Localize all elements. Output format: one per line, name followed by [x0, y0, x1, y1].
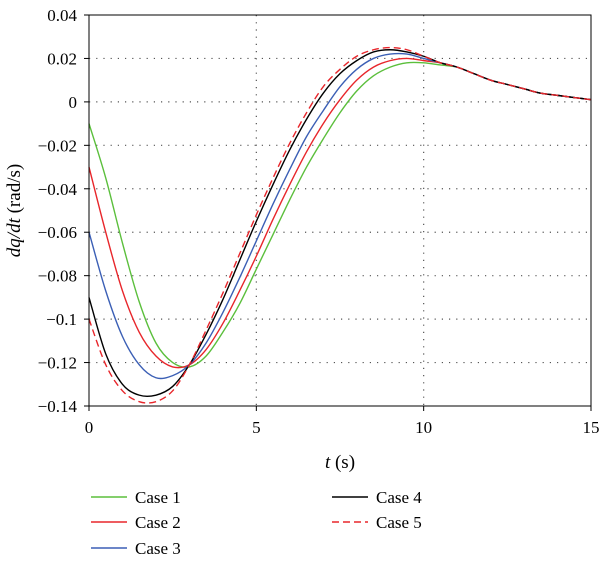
y-tick-label: 0	[69, 93, 78, 112]
y-tick-label: 0.02	[47, 49, 77, 68]
y-tick-label: −0.04	[38, 180, 78, 199]
series-line-case-5	[88, 46, 592, 404]
y-axis-label: dq/dt (rad/s)	[4, 164, 25, 257]
y-tick-label: −0.14	[38, 397, 78, 416]
y-tick-label: −0.08	[38, 267, 77, 286]
legend-label-case-1: Case 1	[135, 488, 181, 507]
grid-lines	[89, 15, 591, 406]
y-axis-label-variable: dq/dt	[4, 217, 25, 257]
series-line-case-1	[88, 61, 592, 368]
axis-ticks: −0.14 −0.12 −0.1 −0.08 −0.06 −0.04 −0.02 0 0.02 0…	[38, 6, 600, 437]
series-line-case-4	[88, 49, 592, 398]
y-axis-label-unit: (rad/s)	[4, 164, 25, 218]
y-tick-label: 0.04	[47, 6, 77, 25]
x-axis-label-variable: t	[325, 452, 331, 473]
y-tick-label: −0.1	[46, 310, 77, 329]
legend-label-case-3: Case 3	[135, 539, 181, 558]
legend: Case 1 Case 2 Case 3 Case 4 Case 5	[91, 488, 422, 558]
x-axis-label-unit: (s)	[330, 452, 355, 473]
x-tick-label: 5	[252, 418, 261, 437]
y-tick-label: −0.02	[38, 136, 77, 155]
y-tick-label: −0.12	[38, 354, 77, 373]
x-tick-label: 15	[583, 418, 600, 437]
series-lines	[88, 46, 592, 404]
x-axis-label: t (s)	[325, 452, 355, 473]
legend-label-case-2: Case 2	[135, 513, 181, 532]
legend-label-case-4: Case 4	[376, 488, 422, 507]
x-tick-label: 0	[85, 418, 94, 437]
series-line-case-3	[88, 52, 592, 380]
plot-frame	[88, 14, 592, 407]
series-line-case-2	[88, 57, 592, 369]
legend-label-case-5: Case 5	[376, 513, 422, 532]
y-tick-label: −0.06	[38, 223, 77, 242]
x-tick-label: 10	[415, 418, 432, 437]
